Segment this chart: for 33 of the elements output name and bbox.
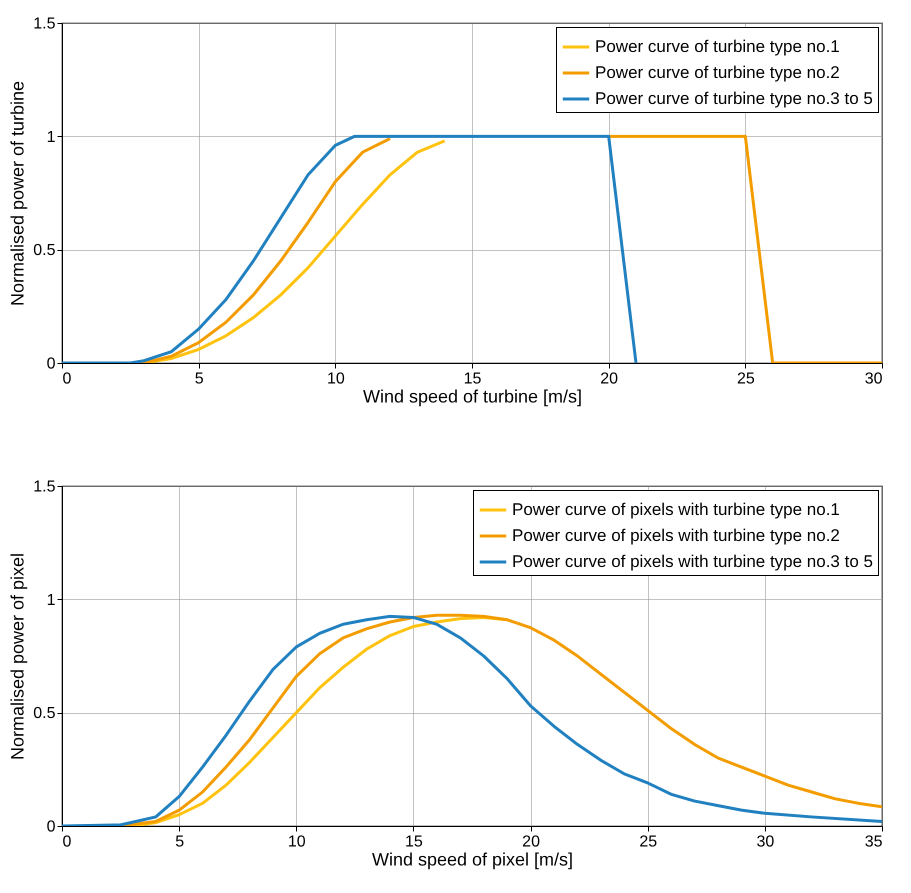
y-tick-label: 1.5: [33, 478, 56, 496]
x-tick-label: 20: [600, 370, 618, 388]
x-tick-label: 10: [326, 370, 345, 388]
y-tick-label: 0: [46, 818, 56, 836]
x-tick-label: 15: [405, 834, 423, 850]
x-tick-label: 15: [464, 370, 482, 388]
legend-label: Power curve of turbine type no.3 to 5: [595, 89, 873, 108]
x-axis-title: Wind speed of pixel [m/s]: [372, 850, 574, 870]
x-tick-label: 10: [288, 834, 306, 850]
y-tick-label: 1.5: [33, 16, 56, 32]
x-tick-label: 35: [864, 834, 883, 850]
y-axis-title: Normalised power of pixel: [7, 552, 28, 760]
x-tick-label: 30: [864, 370, 883, 388]
legend-label: Power curve of pixels with turbine type no.3 to 5: [512, 552, 873, 571]
y-axis-title: Normalised power of turbine: [7, 80, 28, 306]
y-tick-label: 0.5: [33, 242, 56, 260]
legend-label: Power curve of turbine type no.1: [595, 37, 840, 56]
x-axis-title: Wind speed of turbine [m/s]: [362, 386, 582, 406]
y-tick-label: 0: [46, 356, 56, 372]
x-tick-label: 25: [639, 834, 658, 850]
x-tick-label: 0: [62, 834, 72, 850]
y-tick-label: 1: [46, 592, 56, 609]
y-tick-label: 0.5: [33, 705, 56, 722]
x-tick-label: 5: [175, 834, 184, 850]
x-tick-label: 25: [736, 370, 755, 388]
x-tick-label: 30: [756, 834, 774, 850]
y-tick-label: 1: [46, 128, 56, 146]
legend-label: Power curve of turbine type no.2: [595, 63, 840, 82]
legend-label: Power curve of pixels with turbine type no.2: [512, 526, 840, 545]
x-tick-label: 20: [522, 834, 540, 850]
x-tick-label: 0: [62, 370, 72, 388]
legend-label: Power curve of pixels with turbine type no.1: [512, 500, 840, 519]
x-tick-label: 5: [194, 370, 204, 388]
